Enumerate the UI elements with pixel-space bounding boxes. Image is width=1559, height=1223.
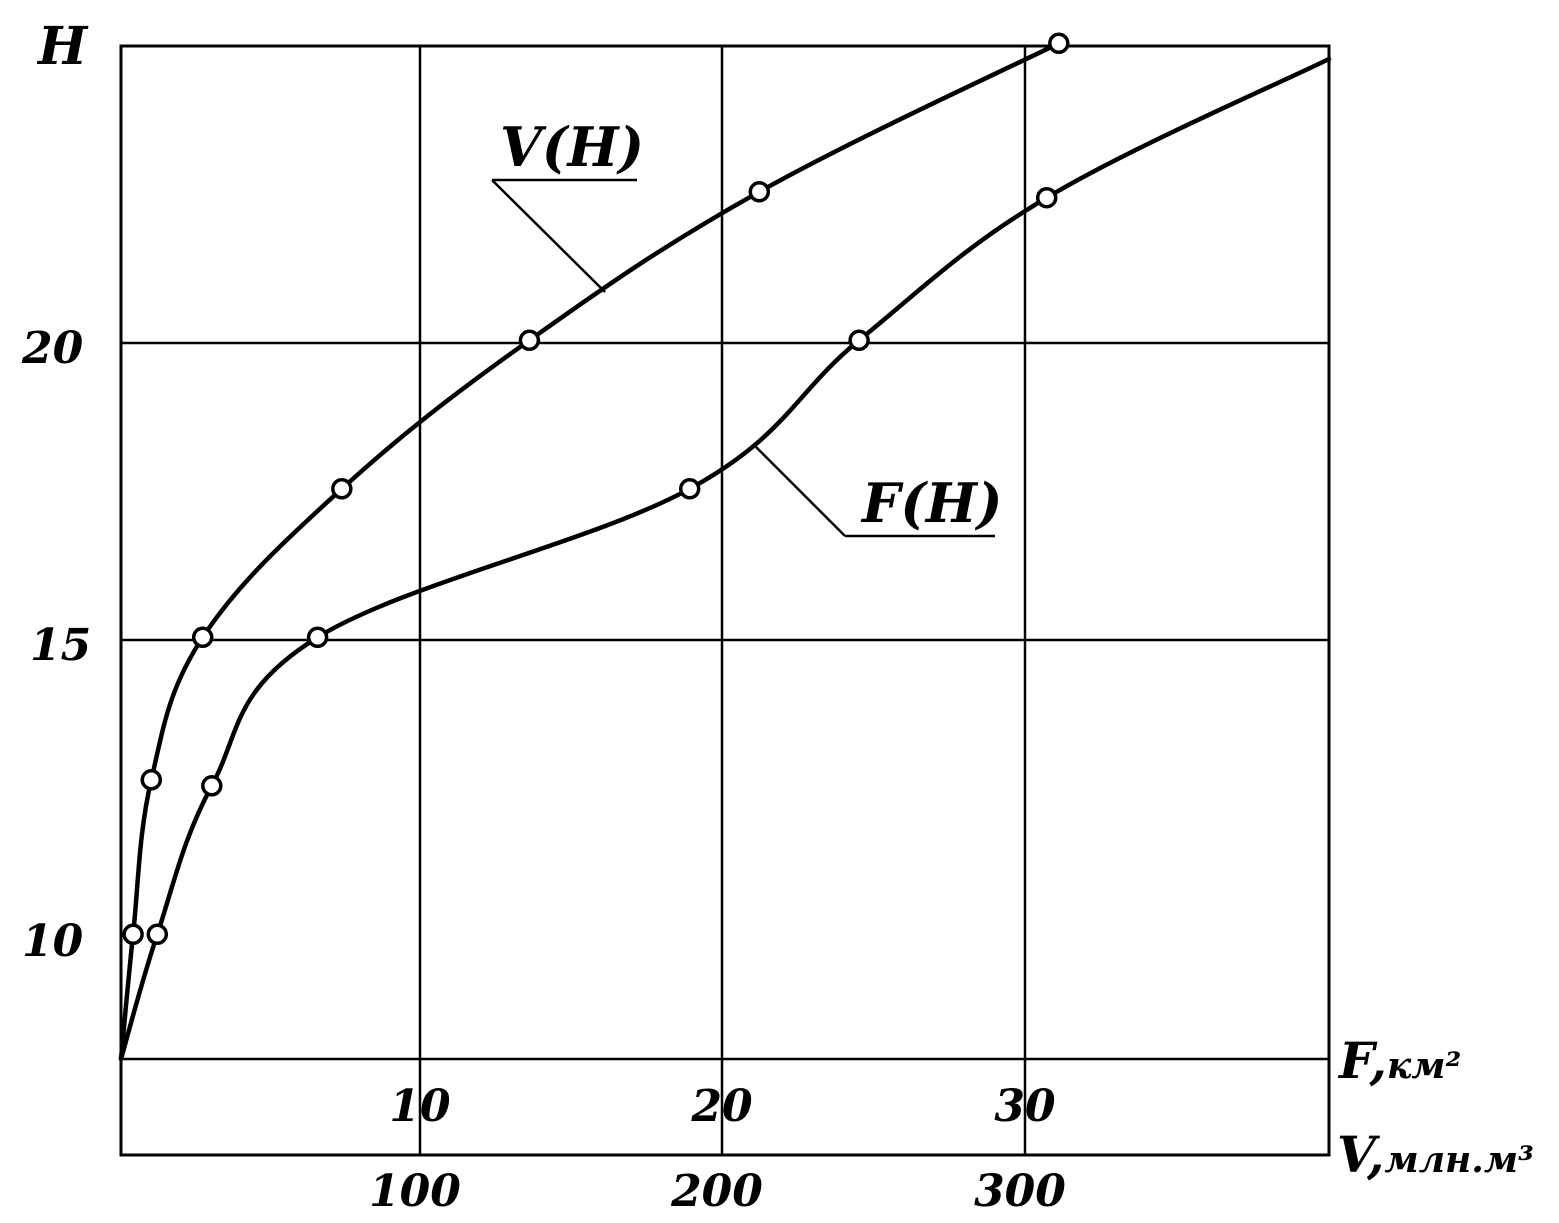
data-point-v bbox=[748, 181, 771, 203]
series-label-v-leader bbox=[491, 179, 606, 293]
x-axis-label-v-name: V, bbox=[1337, 1125, 1384, 1184]
data-point-f bbox=[146, 923, 169, 946]
data-point-f bbox=[306, 626, 329, 649]
x-tick-label-v: 300 bbox=[974, 1166, 1066, 1217]
y-tick-label: 20 bbox=[21, 323, 84, 374]
data-point-v bbox=[331, 478, 353, 500]
markers bbox=[122, 32, 1070, 946]
data-point-v bbox=[518, 329, 541, 352]
series-line-v bbox=[118, 41, 1062, 1062]
data-point-v bbox=[122, 923, 144, 946]
curves bbox=[118, 41, 1332, 1062]
series-label-v: V(H) bbox=[500, 115, 644, 179]
data-point-v bbox=[1048, 32, 1070, 55]
x-axis-label-v-unit: млн.м³ bbox=[1384, 1139, 1533, 1181]
series-label-f: F(H) bbox=[860, 471, 1002, 535]
data-point-f bbox=[201, 775, 223, 797]
plot-frame bbox=[119, 44, 1331, 1157]
y-tick-label: 15 bbox=[30, 620, 91, 671]
x-tick-label-f: 10 bbox=[389, 1081, 451, 1132]
x-tick-label-f: 30 bbox=[994, 1081, 1056, 1132]
x-tick-label-f: 20 bbox=[690, 1081, 753, 1132]
x-axis-label-f-name: F, bbox=[1337, 1031, 1387, 1090]
data-point-v bbox=[140, 769, 163, 791]
series-label-f-leader bbox=[754, 445, 846, 537]
data-point-v bbox=[191, 626, 214, 649]
data-point-f bbox=[678, 478, 701, 500]
x-axis-label-v: V,млн.м³ bbox=[1337, 1125, 1534, 1184]
x-tick-label-v: 100 bbox=[369, 1166, 461, 1217]
y-axis-label: H bbox=[36, 16, 89, 77]
x-tick-label-v: 200 bbox=[670, 1166, 763, 1217]
x-axis-label-f-unit: км² bbox=[1387, 1045, 1461, 1087]
data-point-f bbox=[848, 329, 870, 352]
y-tick-label: 10 bbox=[22, 916, 84, 967]
x-axis-label-f: F,км² bbox=[1337, 1031, 1461, 1090]
data-point-f bbox=[1035, 186, 1058, 209]
